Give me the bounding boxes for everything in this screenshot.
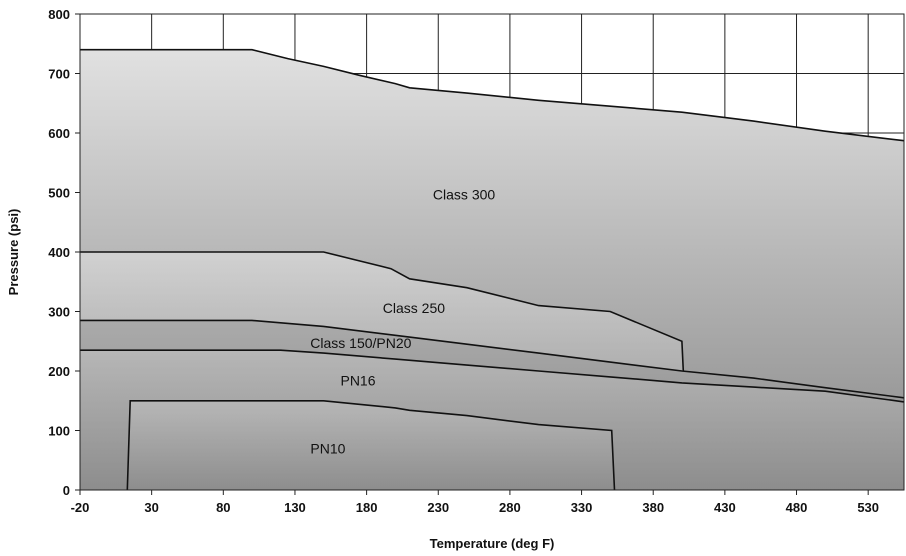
y-tick-label: 800 — [48, 7, 70, 22]
class-300-label: Class 300 — [433, 186, 495, 202]
y-tick-label: 100 — [48, 424, 70, 439]
pn10-area — [127, 400, 615, 490]
x-axis-title: Temperature (deg F) — [430, 536, 555, 551]
class-300-curve — [80, 48, 905, 142]
class-150-pn20-curve — [80, 319, 905, 399]
class-250-area — [80, 252, 684, 371]
y-axis-title: Pressure (psi) — [6, 209, 21, 296]
rating-curves — [80, 48, 905, 491]
pn10-curve — [126, 400, 616, 491]
x-tick-label: 430 — [714, 500, 736, 515]
x-tick-label: 380 — [642, 500, 664, 515]
class-150-pn20-label: Class 150/PN20 — [310, 335, 411, 351]
y-tick-label: 200 — [48, 364, 70, 379]
y-tick-label: 400 — [48, 245, 70, 260]
y-tick-label: 300 — [48, 305, 70, 320]
x-tick-label: 180 — [356, 500, 378, 515]
plot-areas — [80, 49, 904, 490]
pn10-label: PN10 — [310, 440, 345, 456]
x-tick-label: 130 — [284, 500, 306, 515]
x-tick-label: 280 — [499, 500, 521, 515]
x-tick-label: 80 — [216, 500, 230, 515]
y-tick-label: 500 — [48, 186, 70, 201]
axes: 0 100 200 300 400 500 600 700 800 -20 30 80 130 180 23… — [48, 7, 905, 515]
x-tick-label: 30 — [144, 500, 158, 515]
class-250-curve — [80, 251, 685, 372]
x-tick-label: -20 — [71, 500, 90, 515]
y-tick-label: 0 — [63, 483, 70, 498]
pn16-label: PN16 — [340, 373, 375, 389]
x-tick-label: 230 — [427, 500, 449, 515]
pn16-curve — [80, 349, 905, 403]
x-tick-label: 330 — [571, 500, 593, 515]
region-labels: Class 300 Class 250 Class 150/PN20 PN16 PN10 — [310, 186, 495, 456]
x-tick-label: 530 — [857, 500, 879, 515]
class-250-label: Class 250 — [383, 300, 445, 316]
x-tick-label: 480 — [786, 500, 808, 515]
y-tick-label: 700 — [48, 67, 70, 82]
y-tick-label: 600 — [48, 126, 70, 141]
